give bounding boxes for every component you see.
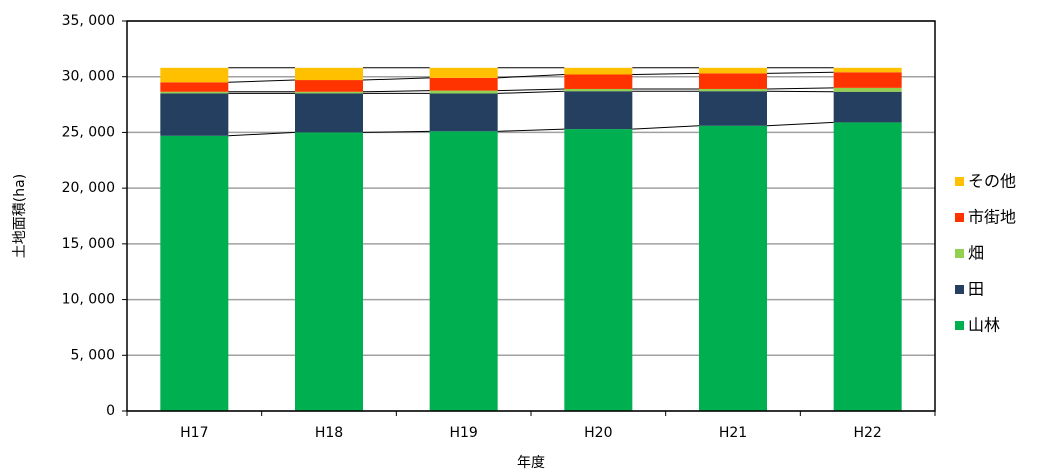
x-tick-label: H17 [180,425,208,441]
legend-swatch [955,285,964,294]
y-axis-title: 土地面積(ha) [12,174,28,258]
bar-segment [160,135,229,411]
series-line [497,73,565,79]
bar-segment [833,72,902,88]
series-line [228,79,296,83]
y-tick-label: 35, 000 [62,13,115,29]
series-line [497,128,565,132]
bar-segment [833,91,902,123]
bar-segment [295,67,363,81]
x-axis-title: 年度 [517,455,545,471]
bar-segment [564,129,633,412]
legend-label: 山林 [968,316,1000,335]
series-line [228,131,296,137]
series-line [497,90,565,94]
y-tick-label: 20, 000 [62,180,115,196]
y-tick-label: 30, 000 [62,69,115,85]
y-tick-label: 15, 000 [62,236,115,252]
bar-segment [429,93,498,132]
bar-segment [564,88,633,92]
y-tick-label: 10, 000 [62,292,115,308]
legend-swatch [955,213,964,222]
bar-segment [699,91,767,126]
bar-segment [699,73,767,89]
series-line [362,130,430,133]
y-tick-label: 25, 000 [62,124,115,140]
legend-label: 畑 [968,244,984,263]
bar-segment [429,90,498,94]
bar-segment [160,67,229,83]
bar-segment [160,91,229,94]
x-tick-label: H18 [315,425,343,441]
y-tick-label: 0 [106,403,115,419]
legend-label: 市街地 [968,208,1016,227]
legend-label: その他 [968,172,1016,191]
bar-segment [699,125,767,411]
series-line [766,121,834,127]
series-line [497,88,565,92]
bar-segment [429,67,498,78]
series-line [766,90,834,93]
bar-segment [295,80,363,92]
series-line [766,71,834,74]
y-tick-label: 5, 000 [70,347,115,363]
bar-segment [160,82,229,92]
bar-segment [699,67,767,74]
legend-swatch [955,177,964,186]
plot-frame [126,20,936,412]
bar-segment [833,67,902,73]
legend-swatch [955,321,964,330]
bar-segment [295,93,363,133]
bar-segment [160,93,229,136]
series-line [362,90,430,93]
bar-segment [564,74,633,89]
legend-label: 田 [968,280,984,299]
bar-segment [699,88,767,92]
bar-segment [295,91,363,94]
x-tick-label: H22 [853,425,881,441]
series-line [766,87,834,90]
bar-segment [833,87,902,92]
bar-segment [564,91,633,130]
x-tick-label: H21 [719,425,747,441]
series-line [632,125,700,130]
x-tick-label: H19 [449,425,477,441]
x-tick-label: H20 [584,425,612,441]
bar-segment [429,131,498,412]
bar-segment [429,77,498,91]
legend-swatch [955,249,964,258]
bar-segment [564,67,633,75]
bar-segment [833,122,902,412]
series-line [362,77,430,81]
bar-segment [295,132,363,411]
series-line [632,72,700,75]
